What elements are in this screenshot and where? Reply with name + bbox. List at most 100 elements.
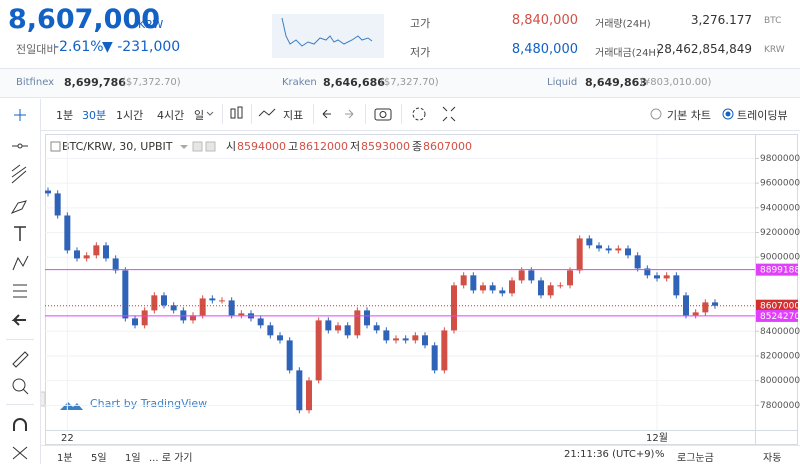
chart-frame <box>45 134 798 445</box>
candle-body <box>257 318 264 326</box>
candle-body <box>219 300 225 302</box>
crosshair-tool[interactable] <box>14 109 26 121</box>
x-tick-label: 12월 <box>646 432 668 444</box>
fullscreen-icon[interactable] <box>442 106 456 122</box>
candle-body <box>54 193 61 216</box>
text-tool[interactable] <box>14 226 26 241</box>
price-tag-label: 8899188 <box>760 266 800 276</box>
mini-chart <box>272 14 384 58</box>
candle-body <box>480 285 486 291</box>
price-tag-label: 8607000 <box>760 302 800 312</box>
redo-icon[interactable] <box>345 109 354 119</box>
candle-body <box>199 298 206 316</box>
candle-body <box>673 275 680 296</box>
percent-toggle[interactable]: % <box>655 449 665 460</box>
line-tool-dot <box>17 143 23 149</box>
candle-body <box>538 280 544 296</box>
interval-button[interactable]: 30분 <box>82 109 107 122</box>
undo-icon[interactable] <box>322 109 331 119</box>
exchange-ref: ($7,327.70) <box>380 77 439 88</box>
radio[interactable] <box>650 108 662 120</box>
snapshot-icon[interactable] <box>374 108 392 121</box>
candle-body <box>161 295 167 306</box>
candle-body <box>267 325 274 336</box>
radio[interactable] <box>722 108 734 120</box>
exchange-price: 8,646,686 <box>323 76 385 89</box>
legend-label: 종 <box>412 140 422 153</box>
indicator-icon[interactable] <box>258 108 276 117</box>
change-label: 전일대비 <box>16 43 57 56</box>
legend-label: 저 <box>350 140 360 153</box>
exchange-price: 8,699,786 <box>64 76 126 89</box>
brush-tool[interactable] <box>10 200 27 215</box>
exchange-name: Bitfinex <box>16 77 55 88</box>
candle-body <box>489 285 496 291</box>
ruler-tool[interactable] <box>12 351 29 368</box>
settings-icon[interactable] <box>412 107 426 121</box>
legend-icons <box>50 141 216 152</box>
footer: 1분 5일 1일 ... 로 가기 21:11:36 (UTC+9) % 로그눈… <box>41 445 800 465</box>
auto-toggle[interactable]: 자동 <box>763 453 782 464</box>
dropdown-icon[interactable] <box>206 111 214 116</box>
y-tick-label: 9600000 <box>760 179 800 189</box>
amount: 28,462,854,849 <box>656 42 752 56</box>
exchange-price: 8,649,863 <box>585 76 647 89</box>
fib-tool[interactable] <box>13 284 27 298</box>
magnet-tool[interactable] <box>13 418 27 431</box>
range-button[interactable]: 1분 <box>57 453 73 464</box>
collapse-icon <box>50 141 61 152</box>
candle-body <box>228 300 235 316</box>
toolbar: 1분 30분 1시간 4시간 일 지표 기본 차트 트레이딩뷰 <box>0 98 800 131</box>
candle-body <box>141 310 148 326</box>
symbol: BTC/KRW, 30, UPBIT <box>62 140 173 153</box>
pattern-tool[interactable] <box>12 255 29 271</box>
mode-option[interactable]: 트레이딩뷰 <box>737 109 788 122</box>
change-pct: -2.61% <box>54 39 104 55</box>
mode-option[interactable]: 기본 차트 <box>667 109 711 122</box>
interval-button[interactable]: 1분 <box>56 109 74 122</box>
price: 8,607,000 <box>8 4 161 35</box>
dropdown <box>180 145 188 149</box>
candle-body <box>557 285 564 287</box>
candle-body <box>634 255 641 269</box>
channel-tool[interactable] <box>11 164 27 184</box>
volume: 3,276.177 <box>690 13 752 27</box>
y-tick-label: 8000000 <box>760 376 800 386</box>
y-tick-label: 9200000 <box>760 228 800 238</box>
candle-body <box>547 285 554 296</box>
candle-body <box>315 320 322 381</box>
candle-icon[interactable] <box>230 108 236 119</box>
remove-tool[interactable] <box>12 446 28 460</box>
candle-body <box>354 310 361 336</box>
indicators-button[interactable]: 지표 <box>283 109 304 122</box>
change-amount: ▼ -231,000 <box>102 39 181 55</box>
back-tool[interactable] <box>11 314 26 326</box>
candle-body <box>93 245 100 256</box>
candle-body <box>286 340 293 371</box>
range-button[interactable]: 1일 <box>125 453 141 464</box>
toolbar-icons <box>206 104 734 124</box>
interval-button[interactable]: 4시간 <box>157 109 185 122</box>
candle-icon[interactable] <box>237 106 243 119</box>
interval-button[interactable]: 일 <box>194 109 205 122</box>
zoom-tool[interactable] <box>12 378 26 392</box>
tv-logo <box>60 402 83 410</box>
candle-body <box>567 270 573 286</box>
icon <box>192 141 203 152</box>
exchange-name: Kraken <box>282 77 317 88</box>
range-button[interactable]: 5일 <box>91 453 107 464</box>
y-tick-label: 7800000 <box>760 401 800 411</box>
candle-body <box>460 275 467 286</box>
candle-body <box>373 325 380 331</box>
interval-button[interactable]: 1시간 <box>116 109 144 122</box>
candle-body <box>335 325 341 331</box>
tool-icons <box>6 109 34 460</box>
legend-label: 고 <box>288 140 298 153</box>
candle-body <box>615 248 622 251</box>
goto-date[interactable]: ... 로 가기 <box>149 453 193 464</box>
candle-body <box>509 280 515 294</box>
log-toggle[interactable]: 로그눈금 <box>677 453 714 464</box>
candle-body <box>190 315 196 321</box>
candle-body <box>528 270 535 281</box>
volume-label: 거래량(24H) <box>595 19 651 30</box>
